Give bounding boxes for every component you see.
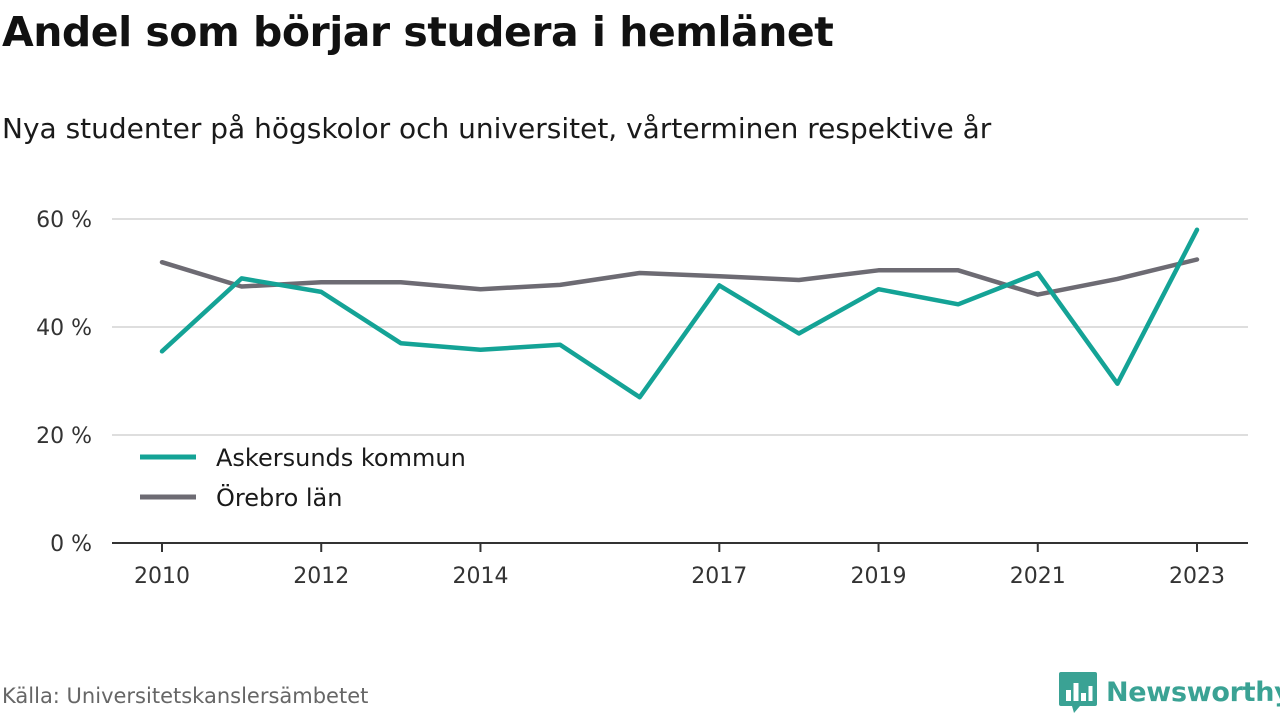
legend: Askersunds kommun Örebro län [112,436,492,532]
y-tick-label: 20 % [36,424,92,449]
chart-subtitle: Nya studenter på högskolor och universit… [2,112,992,145]
axis-layer: 0 % 20 % 40 % 60 % 2010 2012 2014 2017 2019 2021 2… [36,208,1248,589]
x-tick-label: 2012 [293,564,349,589]
brand-logo: Newsworthy [1058,670,1280,714]
brand-name: Newsworthy [1106,676,1280,708]
x-tick-label: 2014 [452,564,508,589]
y-tick-label: 40 % [36,316,92,341]
series-layer [159,227,1200,400]
grid-layer [112,218,1248,436]
x-tick-label: 2017 [691,564,747,589]
legend-label: Örebro län [216,483,342,512]
series-line-1 [159,257,1200,297]
x-tick-label: 2019 [851,564,907,589]
chart-title: Andel som börjar studera i hemlänet [2,8,834,56]
legend-label: Askersunds kommun [216,444,466,472]
y-tick-label: 60 % [36,208,92,233]
y-tick-label: 0 % [50,532,92,557]
legend-background [112,436,492,532]
x-tick-label: 2021 [1010,564,1066,589]
series-line-0 [159,227,1200,400]
x-tick-label: 2023 [1169,564,1225,589]
x-tick-label: 2010 [134,564,190,589]
bar-chart-speech-bubble-icon [1059,672,1097,713]
source-note: Källa: Universitetskanslersämbetet [2,684,369,708]
